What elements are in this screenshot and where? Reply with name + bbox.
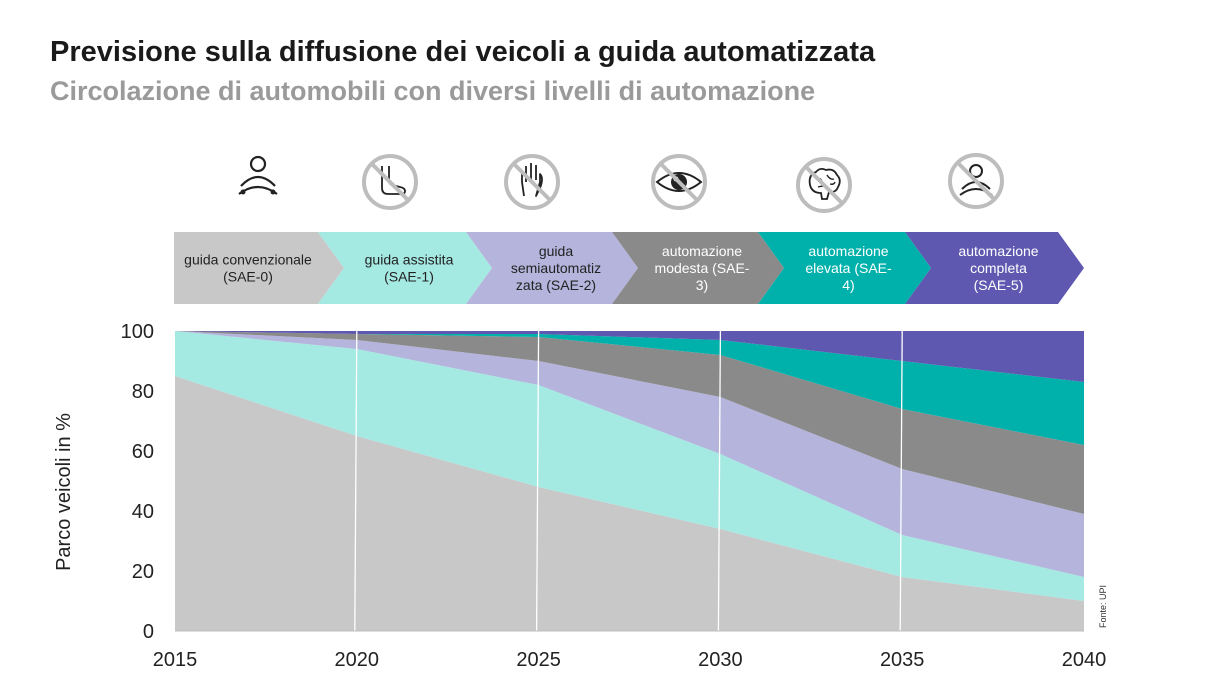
x-tick-2020: 2020 — [335, 649, 380, 671]
level-label-5-2: (SAE-5) — [974, 277, 1024, 293]
level-label-2-2: zata (SAE-2) — [516, 277, 596, 293]
area-series-0 — [175, 376, 1084, 631]
source-note: Fonte: UPI — [1098, 584, 1108, 628]
level-arrow-0 — [174, 232, 344, 304]
level-label-4-1: elevata (SAE- — [805, 260, 892, 276]
y-tick-60: 60 — [132, 441, 154, 463]
level-label-4-2: 4) — [842, 277, 854, 293]
x-tick-2030: 2030 — [698, 649, 743, 671]
level-label-3-0: automazione — [662, 243, 742, 259]
level-arrow-2 — [466, 232, 638, 304]
level-label-1-1: (SAE-1) — [384, 269, 434, 285]
level-label-3-2: 3) — [696, 277, 708, 293]
level-label-5-0: automazione — [958, 243, 1038, 259]
automation-level-arrows: guida convenzionale(SAE-0) guida assistit… — [174, 232, 1084, 304]
area-series-2 — [175, 331, 1084, 577]
level-label-4-0: automazione — [808, 243, 888, 259]
y-tick-40: 40 — [132, 501, 154, 523]
level-label-0-0: guida convenzionale — [184, 252, 312, 268]
y-tick-0: 0 — [143, 621, 154, 643]
area-series-4 — [175, 331, 1084, 445]
level-label-3-1: modesta (SAE- — [655, 260, 750, 276]
x-tick-2035: 2035 — [880, 649, 925, 671]
chart-title: Previsione sulla diffusione dei veicoli … — [50, 36, 876, 68]
y-tick-20: 20 — [132, 561, 154, 583]
gridline-2030 — [717, 330, 722, 632]
level-label-2-1: semiautomatiz — [511, 260, 601, 276]
area-series-5 — [175, 331, 1084, 382]
gridline-2035 — [899, 330, 903, 632]
level-arrow-3 — [612, 232, 784, 304]
x-tick-2040: 2040 — [1062, 649, 1107, 671]
level-label-2-0: guida — [539, 243, 573, 259]
x-tick-2015: 2015 — [153, 649, 198, 671]
x-axis-tick-labels: 2015 2020 2025 2030 2035 2040 — [153, 649, 1107, 671]
level-label-5-1: completa — [970, 260, 1027, 276]
area-series-1 — [175, 331, 1084, 601]
gridline-2020 — [354, 330, 358, 632]
y-axis-tick-labels: 0 20 40 60 80 100 — [121, 321, 154, 643]
vertical-gridlines — [175, 330, 1084, 632]
chart-subtitle: Circolazione di automobili con diversi l… — [50, 76, 816, 106]
y-tick-80: 80 — [132, 381, 154, 403]
level-arrow-1 — [318, 232, 492, 304]
gridline-2025 — [535, 330, 540, 632]
y-tick-100: 100 — [121, 321, 154, 343]
level-label-0-1: (SAE-0) — [223, 269, 273, 285]
level-arrow-5 — [905, 232, 1084, 304]
x-tick-2025: 2025 — [516, 649, 561, 671]
stacked-areas — [175, 331, 1084, 631]
y-axis-label: Parco veicoli in % — [53, 413, 75, 571]
level-arrow-4 — [758, 232, 931, 304]
level-label-1-0: guida assistita — [365, 252, 454, 268]
